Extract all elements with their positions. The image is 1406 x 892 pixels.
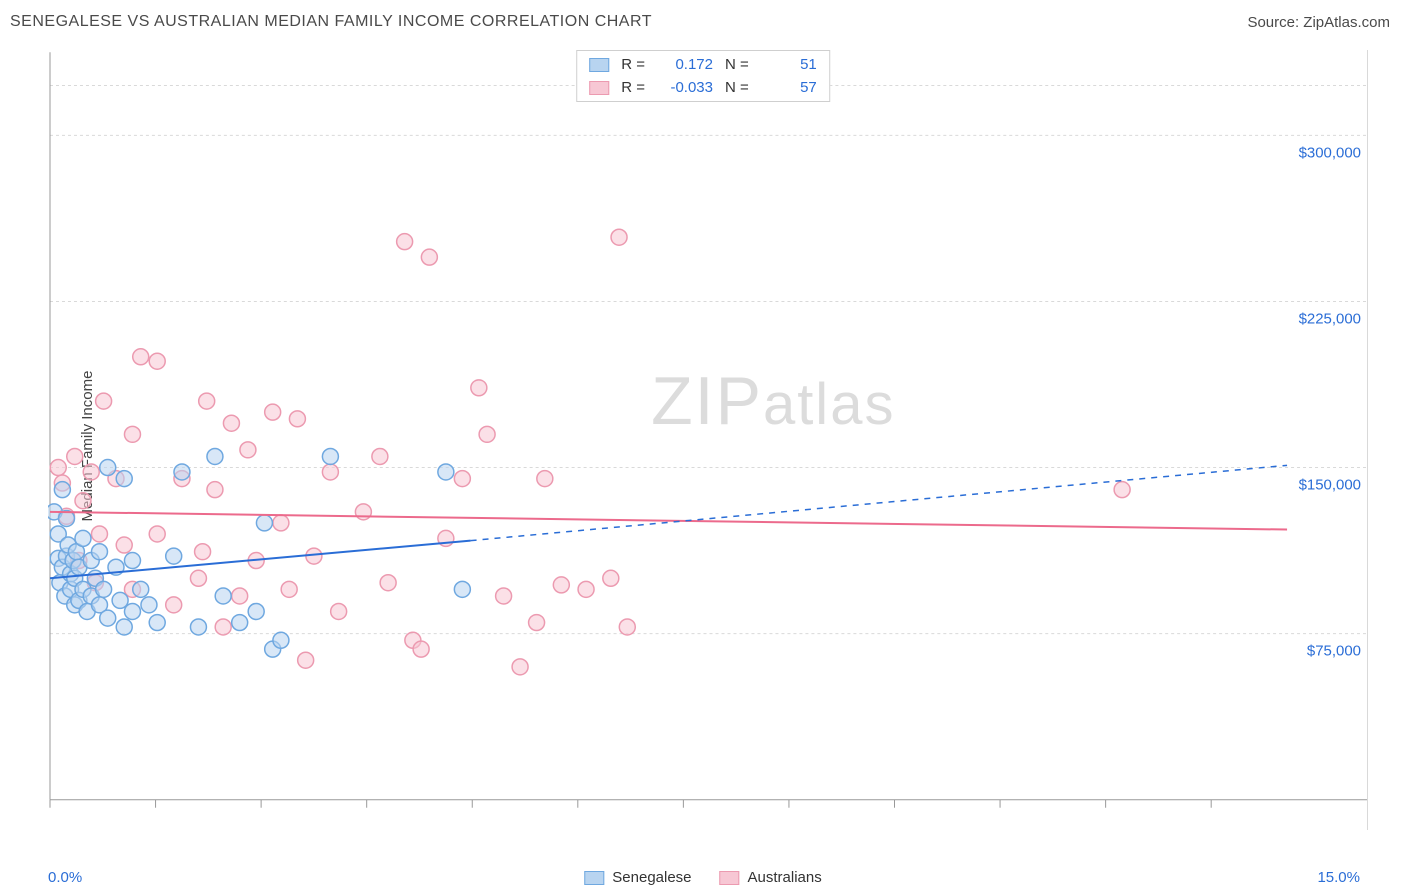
legend-item-australians: Australians bbox=[720, 869, 822, 886]
chart-title: SENEGALESE VS AUSTRALIAN MEDIAN FAMILY I… bbox=[10, 13, 652, 31]
legend-label-australians: Australians bbox=[748, 869, 822, 886]
legend-item-senegalese: Senegalese bbox=[584, 869, 691, 886]
r-value-senegalese: 0.172 bbox=[653, 56, 713, 73]
header: SENEGALESE VS AUSTRALIAN MEDIAN FAMILY I… bbox=[0, 0, 1406, 44]
correlation-legend: R = 0.172 N = 51 R = -0.033 N = 57 bbox=[576, 50, 830, 102]
x-axis-max-label: 15.0% bbox=[1317, 869, 1360, 886]
scatter-plot-svg: $75,000 $150,000 $225,000 $300,000 bbox=[48, 50, 1367, 830]
legend-row-australians: R = -0.033 N = 57 bbox=[577, 76, 829, 99]
svg-text:$75,000: $75,000 bbox=[1307, 643, 1361, 660]
legend-label-senegalese: Senegalese bbox=[612, 869, 691, 886]
svg-text:$225,000: $225,000 bbox=[1299, 310, 1361, 327]
svg-text:$150,000: $150,000 bbox=[1299, 477, 1361, 494]
plot-area: $75,000 $150,000 $225,000 $300,000 bbox=[48, 50, 1368, 830]
legend-row-senegalese: R = 0.172 N = 51 bbox=[577, 53, 829, 76]
x-axis-min-label: 0.0% bbox=[48, 869, 82, 886]
n-value-senegalese: 51 bbox=[757, 56, 817, 73]
svg-text:$300,000: $300,000 bbox=[1299, 144, 1361, 161]
source-attribution: Source: ZipAtlas.com bbox=[1247, 14, 1390, 31]
series-legend: Senegalese Australians bbox=[584, 869, 821, 886]
r-label: R = bbox=[621, 79, 645, 96]
chart-container: SENEGALESE VS AUSTRALIAN MEDIAN FAMILY I… bbox=[0, 0, 1406, 892]
r-label: R = bbox=[621, 56, 645, 73]
swatch-senegalese bbox=[589, 58, 609, 72]
swatch-australians bbox=[720, 871, 740, 885]
n-value-australians: 57 bbox=[757, 79, 817, 96]
n-label: N = bbox=[725, 79, 749, 96]
swatch-australians bbox=[589, 81, 609, 95]
r-value-australians: -0.033 bbox=[653, 79, 713, 96]
swatch-senegalese bbox=[584, 871, 604, 885]
n-label: N = bbox=[725, 56, 749, 73]
